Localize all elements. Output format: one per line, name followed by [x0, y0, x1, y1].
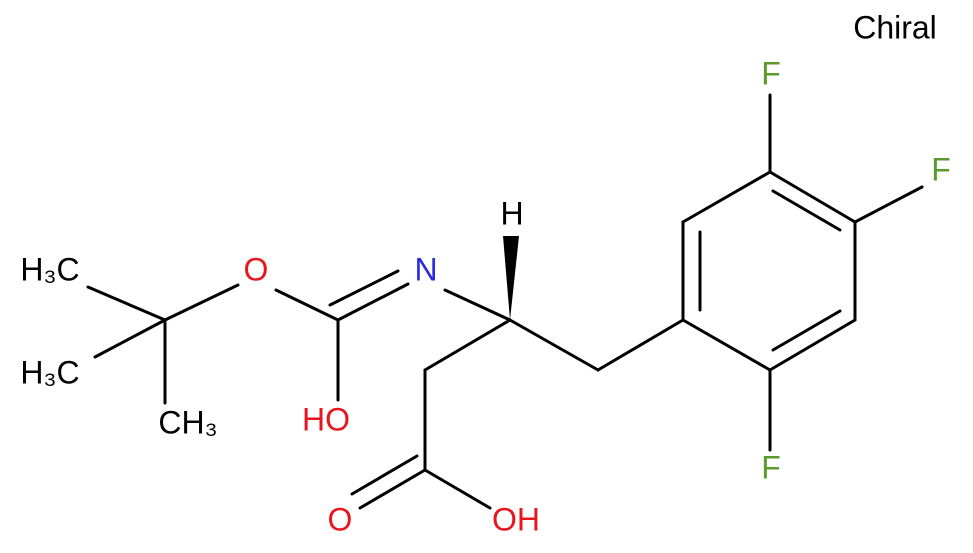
wedge-bond [503, 236, 519, 320]
atom-label: N [414, 251, 437, 287]
atom-label: O [244, 251, 269, 287]
atom-label: F [931, 151, 951, 187]
atom-label: O [328, 501, 353, 537]
atom-label: HO [302, 401, 350, 437]
atom-label: H [500, 195, 523, 231]
atom-label: H₃C [20, 354, 79, 390]
bonds [86, 93, 924, 510]
atom-label: H₃C [20, 251, 79, 287]
chiral-label: Chiral [853, 9, 937, 45]
atom-label: F [761, 55, 781, 91]
atom-label: F [761, 449, 781, 485]
atom-label: CH₃ [158, 404, 217, 440]
atom-label: OH [492, 501, 540, 537]
